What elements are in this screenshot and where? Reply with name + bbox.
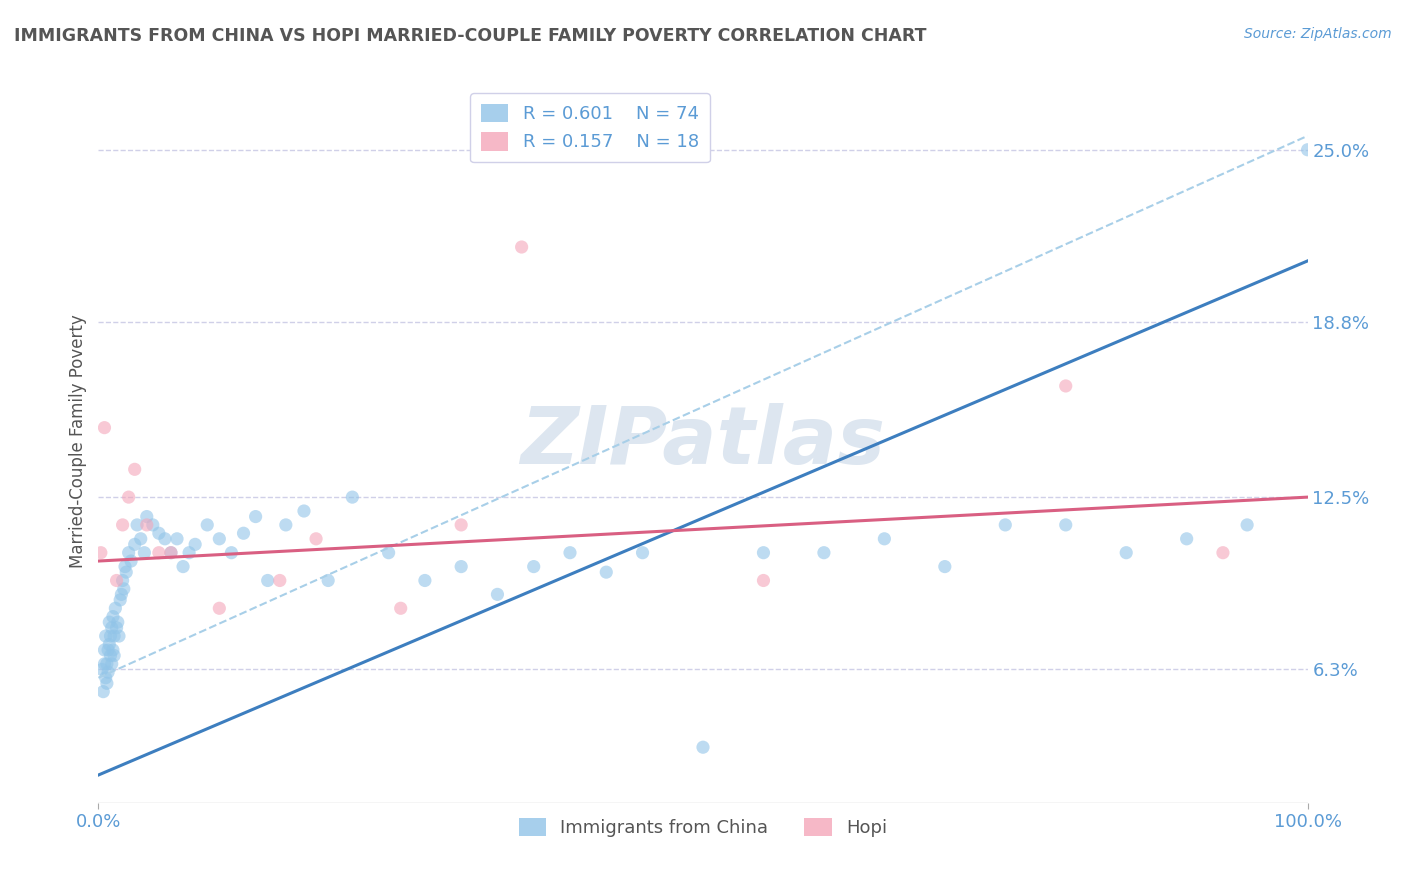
Point [134, 546, 156, 560]
Point [93, 643, 115, 657]
Point [813, 546, 835, 560]
Point [135, 517, 157, 532]
Point [450, 517, 472, 532]
Point [124, 537, 146, 551]
Point [104, 601, 127, 615]
Point [100, 648, 122, 663]
Point [101, 609, 124, 624]
Point [184, 537, 207, 551]
Point [994, 517, 1017, 532]
Text: ZIPatlas: ZIPatlas [520, 402, 886, 481]
Point [98, 637, 121, 651]
Point [118, 490, 141, 504]
Point [1175, 532, 1198, 546]
Point [166, 532, 188, 546]
Point [97, 665, 120, 680]
Point [389, 601, 412, 615]
Point [292, 504, 315, 518]
Point [245, 509, 267, 524]
Point [450, 559, 472, 574]
Point [342, 490, 364, 504]
Point [114, 559, 136, 574]
Point [558, 546, 581, 560]
Point [98, 615, 121, 630]
Point [208, 601, 231, 615]
Point [274, 517, 297, 532]
Point [142, 517, 165, 532]
Point [160, 546, 183, 560]
Point [90, 546, 112, 560]
Point [124, 462, 146, 476]
Point [103, 629, 125, 643]
Point [1296, 143, 1319, 157]
Point [129, 532, 152, 546]
Point [91, 662, 114, 676]
Point [269, 574, 291, 588]
Point [1236, 517, 1258, 532]
Point [108, 629, 131, 643]
Point [873, 532, 896, 546]
Y-axis label: Married-Couple Family Poverty: Married-Couple Family Poverty [69, 315, 87, 568]
Point [934, 559, 956, 574]
Point [112, 582, 135, 596]
Point [93, 420, 115, 434]
Text: Source: ZipAtlas.com: Source: ZipAtlas.com [1244, 27, 1392, 41]
Point [486, 587, 509, 601]
Point [752, 546, 775, 560]
Point [100, 621, 122, 635]
Point [510, 240, 533, 254]
Point [101, 643, 124, 657]
Point [127, 517, 149, 532]
Point [96, 676, 118, 690]
Point [96, 657, 118, 671]
Point [107, 615, 129, 630]
Point [115, 565, 138, 579]
Point [221, 546, 243, 560]
Point [91, 684, 114, 698]
Point [94, 671, 117, 685]
Point [105, 621, 128, 635]
Point [148, 526, 170, 541]
Point [111, 517, 134, 532]
Point [120, 554, 142, 568]
Point [118, 546, 141, 560]
Point [103, 648, 125, 663]
Point [179, 546, 201, 560]
Point [305, 532, 328, 546]
Point [1054, 517, 1077, 532]
Point [97, 643, 120, 657]
Point [148, 546, 170, 560]
Point [595, 565, 617, 579]
Point [631, 546, 654, 560]
Point [105, 574, 128, 588]
Point [377, 546, 399, 560]
Point [110, 587, 132, 601]
Point [195, 517, 218, 532]
Point [100, 629, 122, 643]
Point [692, 740, 714, 755]
Legend: Immigrants from China, Hopi: Immigrants from China, Hopi [512, 811, 894, 845]
Point [93, 657, 115, 671]
Point [208, 532, 231, 546]
Point [153, 532, 176, 546]
Point [1054, 379, 1077, 393]
Point [108, 593, 131, 607]
Point [100, 657, 122, 671]
Point [1212, 546, 1234, 560]
Point [172, 559, 194, 574]
Point [413, 574, 436, 588]
Point [111, 574, 134, 588]
Point [135, 509, 157, 524]
Point [523, 559, 546, 574]
Text: IMMIGRANTS FROM CHINA VS HOPI MARRIED-COUPLE FAMILY POVERTY CORRELATION CHART: IMMIGRANTS FROM CHINA VS HOPI MARRIED-CO… [14, 27, 927, 45]
Point [1115, 546, 1137, 560]
Point [94, 629, 117, 643]
Point [232, 526, 254, 541]
Point [256, 574, 278, 588]
Point [160, 546, 183, 560]
Point [316, 574, 339, 588]
Point [752, 574, 775, 588]
